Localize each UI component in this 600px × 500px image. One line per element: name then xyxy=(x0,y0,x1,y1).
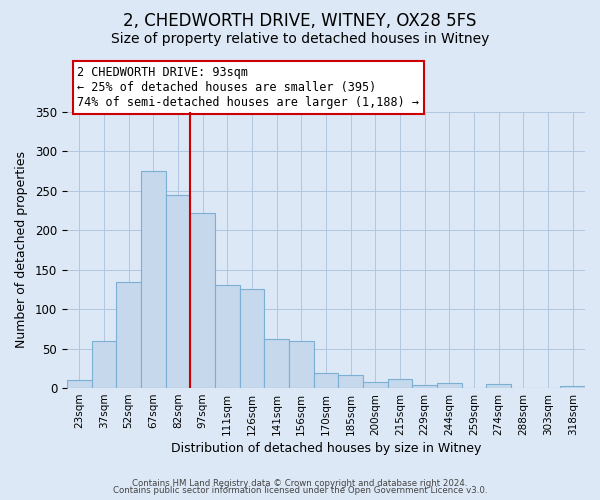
Bar xyxy=(487,384,511,388)
Bar xyxy=(239,290,264,388)
Bar xyxy=(560,386,585,388)
Text: 2, CHEDWORTH DRIVE, WITNEY, OX28 5FS: 2, CHEDWORTH DRIVE, WITNEY, OX28 5FS xyxy=(124,12,476,30)
Bar xyxy=(412,385,437,388)
Bar xyxy=(388,380,412,388)
Y-axis label: Number of detached properties: Number of detached properties xyxy=(15,152,28,348)
X-axis label: Distribution of detached houses by size in Witney: Distribution of detached houses by size … xyxy=(171,442,481,455)
Text: Contains public sector information licensed under the Open Government Licence v3: Contains public sector information licen… xyxy=(113,486,487,495)
Bar xyxy=(141,171,166,388)
Bar xyxy=(363,382,388,388)
Text: 2 CHEDWORTH DRIVE: 93sqm
← 25% of detached houses are smaller (395)
74% of semi-: 2 CHEDWORTH DRIVE: 93sqm ← 25% of detach… xyxy=(77,66,419,109)
Bar xyxy=(190,213,215,388)
Text: Contains HM Land Registry data © Crown copyright and database right 2024.: Contains HM Land Registry data © Crown c… xyxy=(132,478,468,488)
Bar xyxy=(314,373,338,388)
Bar xyxy=(215,286,239,388)
Bar xyxy=(437,384,461,388)
Bar xyxy=(166,194,190,388)
Bar xyxy=(116,282,141,388)
Bar xyxy=(338,376,363,388)
Bar xyxy=(92,340,116,388)
Bar xyxy=(67,380,92,388)
Bar xyxy=(264,339,289,388)
Text: Size of property relative to detached houses in Witney: Size of property relative to detached ho… xyxy=(111,32,489,46)
Bar xyxy=(289,340,314,388)
